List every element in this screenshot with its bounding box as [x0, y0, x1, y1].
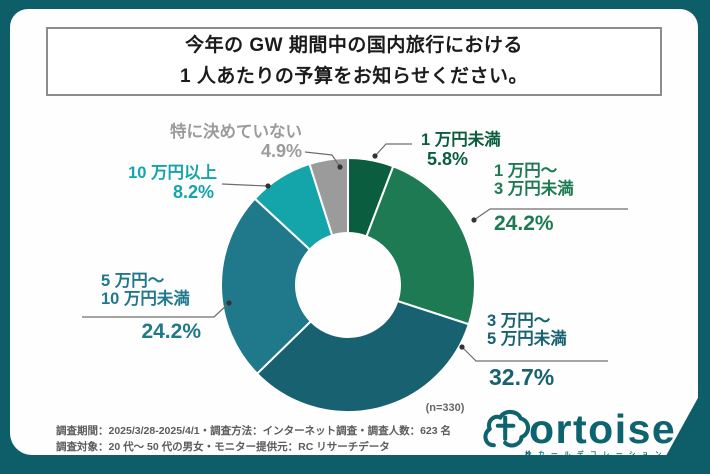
- survey-notes: 調査期間：2025/3/28-2025/4/1・調査方法：インターネット調査・調…: [56, 423, 451, 456]
- callout-1to3man: 1 万円〜 3 万円未満: [494, 162, 574, 199]
- callout-1to3man-label-2: 3 万円未満: [494, 180, 574, 199]
- donut-segments: [220, 156, 476, 413]
- leader-dot-under-1man: [372, 153, 378, 159]
- callout-3to5man-pct: 32.7%: [489, 364, 555, 390]
- leader-dot-3to5man: [459, 344, 465, 350]
- leader-line-3to5man: [461, 346, 608, 362]
- callout-5to10man-label-1: 5 万円〜: [101, 272, 165, 290]
- question-line-2: 1 人あたりの予算をお知らせください。: [180, 65, 528, 87]
- callout-5to10man-pct: 24.2%: [141, 320, 201, 343]
- leader-lines: [82, 143, 628, 362]
- callout-3to5man: 3 万円〜 5 万円未満: [487, 312, 567, 349]
- tortoise-shell-outline: [483, 409, 531, 448]
- leader-line-5to10man: [82, 302, 230, 318]
- leader-dot-10man-over: [265, 183, 271, 189]
- callout-undecided-label: 特に決めていない: [170, 123, 302, 141]
- donut-segment-2: [255, 299, 471, 413]
- brand-logo-text: ortoise: [529, 406, 677, 452]
- sample-size-label: (n=330): [425, 402, 465, 414]
- leader-line-undecided: [304, 151, 341, 168]
- leader-line-10man-over: [221, 183, 268, 187]
- callout-under-1man: 1 万円未満 5.8%: [421, 131, 501, 171]
- callout-5to10man: 5 万円〜 10 万円未満: [101, 272, 190, 309]
- callout-1to3man-label-1: 1 万円〜: [494, 162, 558, 180]
- callout-under-1man-pct: 5.8%: [427, 149, 469, 170]
- brand-tagline: 株カールデコレーション: [525, 451, 668, 458]
- callout-10man-over-pct: 8.2%: [172, 182, 214, 203]
- survey-note-line-1: 調査期間：2025/3/28-2025/4/1・調査方法：インターネット調査・調…: [56, 425, 452, 437]
- callout-undecided: 特に決めていない 4.9%: [150, 123, 302, 163]
- leader-line-under-1man: [374, 143, 412, 157]
- callout-3to5man-label-2: 5 万円未満: [487, 330, 567, 349]
- callout-10man-over: 10 万円以上 8.2%: [98, 164, 217, 204]
- callout-undecided-pct: 4.9%: [260, 141, 302, 162]
- donut-segment-5: [308, 156, 349, 237]
- callout-10man-over-label: 10 万円以上: [128, 164, 217, 182]
- question-box: 今年の GW 期間中の国内旅行における 1 人あたりの予算をお知らせください。: [46, 27, 662, 96]
- donut-segment-1: [365, 165, 476, 326]
- leader-dot-1to3man: [471, 217, 477, 223]
- callout-5to10man-label-2: 10 万円未満: [101, 290, 190, 309]
- callout-under-1man-label: 1 万円未満: [421, 131, 501, 149]
- leader-dot-5to10man: [226, 300, 232, 306]
- leader-line-1to3man: [473, 208, 628, 221]
- tortoise-logo-icon: [483, 409, 531, 448]
- brand-logo: ortoise: [480, 403, 676, 455]
- survey-note-line-2: 調査対象：20 代〜 50 代の男女・モニター提供元：RC リサーチデータ: [56, 441, 390, 454]
- callout-1to3man-pct: 24.2%: [494, 212, 554, 235]
- leader-dot-undecided: [337, 164, 343, 170]
- callout-3to5man-label-1: 3 万円〜: [487, 312, 551, 330]
- leader-dots: [226, 153, 477, 350]
- question-line-1: 今年の GW 期間中の国内旅行における: [185, 35, 523, 57]
- donut-segment-3: [220, 197, 313, 376]
